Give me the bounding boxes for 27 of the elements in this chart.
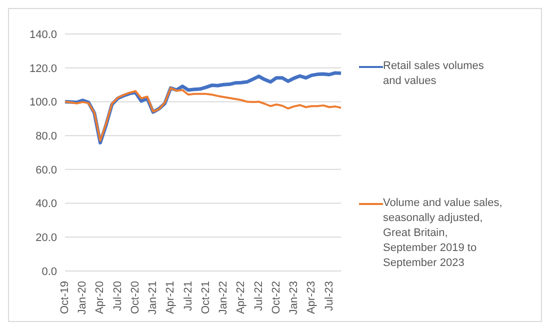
x-tick-label: Apr-23 (306, 281, 318, 314)
y-tick-label: 40.0 (36, 198, 57, 210)
x-tick-label: Jul-23 (323, 281, 336, 311)
y-tick-label: 80.0 (36, 130, 57, 142)
x-tick-label: Jan-20 (76, 281, 89, 315)
x-tick-label: Jan-21 (147, 281, 160, 315)
legend-label: Retail sales volumes and values (383, 59, 485, 89)
x-tick-label: Oct-21 (200, 281, 212, 314)
x-tick-label: Apr-20 (94, 281, 106, 314)
y-tick-label: 100.0 (29, 96, 57, 109)
y-tick-label: 20.0 (36, 232, 57, 244)
x-tick-label: Oct-22 (270, 281, 282, 314)
y-tick-label: 0.0 (42, 266, 57, 278)
y-tick-label: 120.0 (29, 62, 57, 75)
x-tick-label: Oct-20 (129, 281, 142, 314)
x-tick-label: Oct-19 (59, 281, 71, 314)
legend-label: Volume and value sales, seasonally adjusted, Great Britain, September 2019 to September 2023 (383, 196, 503, 271)
line-series (64, 87, 342, 142)
x-tick-label: Jan-23 (288, 281, 300, 315)
x-tick-label: Jan-22 (218, 281, 230, 315)
x-tick-label: Jul-21 (182, 281, 194, 311)
x-tick-label: Apr-21 (164, 281, 177, 314)
y-tick-label: 60.0 (36, 164, 57, 176)
x-tick-label: Apr-22 (235, 281, 248, 314)
x-tick-label: Jul-22 (252, 281, 265, 311)
x-tick-label: Jul-20 (112, 281, 124, 311)
y-tick-label: 140.0 (29, 28, 57, 41)
